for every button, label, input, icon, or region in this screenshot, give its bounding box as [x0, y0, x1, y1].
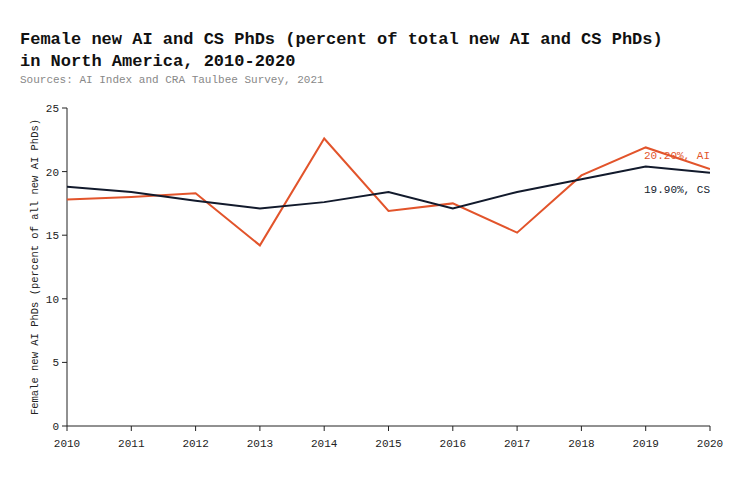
x-tick-label: 2015	[375, 438, 401, 450]
x-tick-label: 2018	[568, 438, 594, 450]
x-tick-label: 2020	[697, 438, 723, 450]
y-tick	[62, 362, 67, 363]
x-tick-label: 2010	[54, 438, 80, 450]
y-axis-label: Female new AI PhDs (percent of all new A…	[29, 119, 41, 415]
y-tick	[62, 426, 67, 427]
x-tick	[324, 426, 325, 431]
x-tick-label: 2012	[182, 438, 208, 450]
y-tick	[62, 108, 67, 109]
y-tick-label: 0	[52, 421, 59, 433]
x-tick	[710, 426, 711, 431]
x-tick	[452, 426, 453, 431]
series-label: 20.20%, AI	[644, 150, 710, 162]
x-tick-label: 2019	[632, 438, 658, 450]
x-tick	[259, 426, 260, 431]
x-tick-label: 2013	[247, 438, 273, 450]
y-tick	[62, 235, 67, 236]
x-tick	[195, 426, 196, 431]
y-tick-label: 5	[52, 357, 59, 369]
chart: Female new AI and CS PhDs (percent of to…	[0, 0, 743, 482]
y-tick	[62, 298, 67, 299]
series-line	[67, 167, 710, 209]
x-tick	[67, 426, 68, 431]
x-tick-label: 2017	[504, 438, 530, 450]
title: Female new AI and CS PhDs (percent of to…	[20, 30, 663, 71]
y-tick-label: 20	[46, 167, 59, 179]
y-tick-label: 10	[46, 294, 59, 306]
series-line	[67, 139, 710, 246]
x-tick-label: 2014	[311, 438, 338, 450]
subtitle: Sources: AI Index and CRA Taulbee Survey…	[20, 74, 324, 86]
y-axis	[67, 108, 68, 426]
plot-area	[67, 139, 710, 246]
x-tick	[645, 426, 646, 431]
x-tick	[517, 426, 518, 431]
x-tick	[388, 426, 389, 431]
x-tick	[581, 426, 582, 431]
x-tick-label: 2011	[118, 438, 145, 450]
y-tick-label: 15	[46, 230, 59, 242]
x-tick	[131, 426, 132, 431]
y-tick	[62, 171, 67, 172]
x-tick-label: 2016	[440, 438, 466, 450]
y-tick-label: 25	[46, 103, 59, 115]
series-label: 19.90%, CS	[644, 184, 710, 196]
